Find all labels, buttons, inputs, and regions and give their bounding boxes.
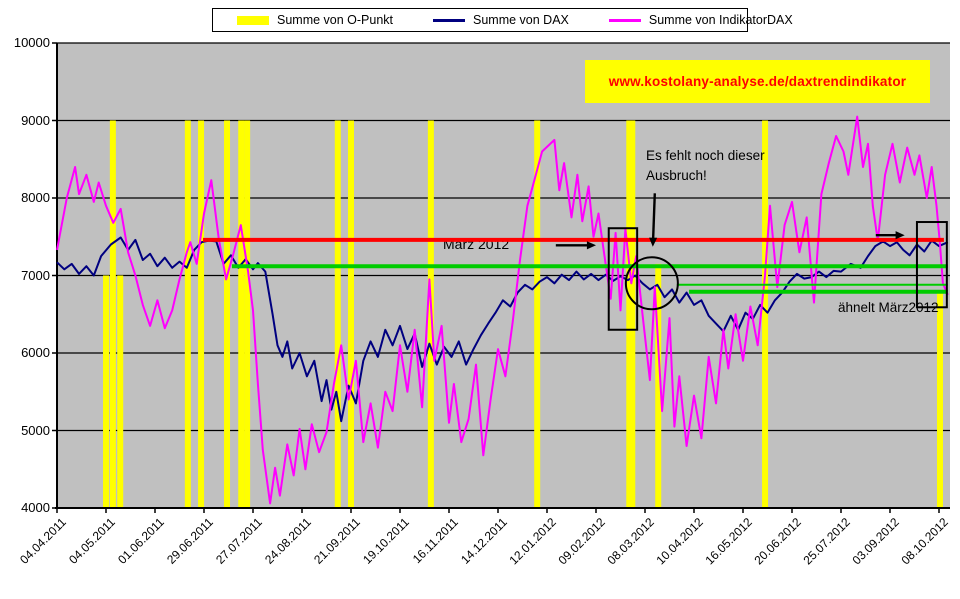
series-line-summe-von-indikatordax (56, 115, 949, 505)
o-punkt-bar (198, 120, 205, 508)
legend-item-dax: Summe von DAX (433, 13, 569, 27)
y-axis-label-7000: 7000 (21, 267, 50, 283)
y-axis-label-5000: 5000 (21, 422, 50, 438)
y-axis-label-6000: 6000 (21, 345, 50, 360)
o-punkt-bar (184, 120, 191, 508)
legend-item-o-punkt: Summe von O-Punkt (237, 13, 393, 27)
o-punkt-bar (244, 120, 251, 508)
ausbruch-arrow-head (649, 237, 658, 247)
legend: Summe von O-Punkt Summe von DAX Summe vo… (212, 8, 793, 32)
highlight-circle (624, 256, 679, 311)
o-punkt-swatch-icon (237, 15, 269, 25)
o-punkt-bar (103, 275, 109, 508)
maerz-2012-arrow-head (586, 241, 596, 250)
dax-swatch-icon (433, 18, 466, 22)
legend-item-indikatordax: Summe von IndikatorDAX (608, 13, 793, 27)
y-axis-label-9000: 9000 (21, 112, 50, 128)
o-punkt-bar (534, 120, 541, 508)
highlight-box-1 (607, 227, 639, 331)
o-punkt-bar (238, 120, 245, 508)
o-punkt-bar (334, 120, 341, 508)
legend-label-dax: Summe von DAX (473, 13, 569, 27)
o-punkt-bar (348, 120, 354, 508)
legend-label-o-punkt: Summe von O-Punkt (277, 13, 394, 27)
o-punkt-bar (655, 263, 662, 508)
annotation-ausbruch-line1: Es fehlt noch dieser (646, 148, 765, 163)
o-punkt-bar (626, 120, 636, 508)
y-axis-label-8000: 8000 (21, 190, 50, 205)
o-punkt-bar (109, 120, 116, 508)
o-punkt-bar (936, 291, 943, 508)
annotation-aehnelt: ähnelt März2012 (838, 300, 939, 315)
legend-label-indikatordax: Summe von IndikatorDAX (648, 13, 793, 27)
aehnelt-arrow-head (895, 231, 905, 240)
highlight-box-2 (915, 221, 948, 309)
o-punkt-bar (762, 120, 769, 508)
indikatordax-swatch-icon (608, 18, 641, 22)
annotation-ausbruch-line2: Ausbruch! (646, 167, 707, 183)
y-axis-label-10000: 10000 (13, 35, 50, 50)
o-punkt-bar (224, 120, 231, 508)
y-axis-label-4000: 4000 (21, 500, 50, 515)
watermark-url: www.kostolany-analyse.de/daxtrendindikat… (585, 60, 930, 103)
ausbruch-arrow-line (651, 193, 656, 243)
annotation-ausbruch: Es fehlt noch dieser Ausbruch! (646, 146, 765, 185)
o-punkt-bar (117, 275, 124, 508)
